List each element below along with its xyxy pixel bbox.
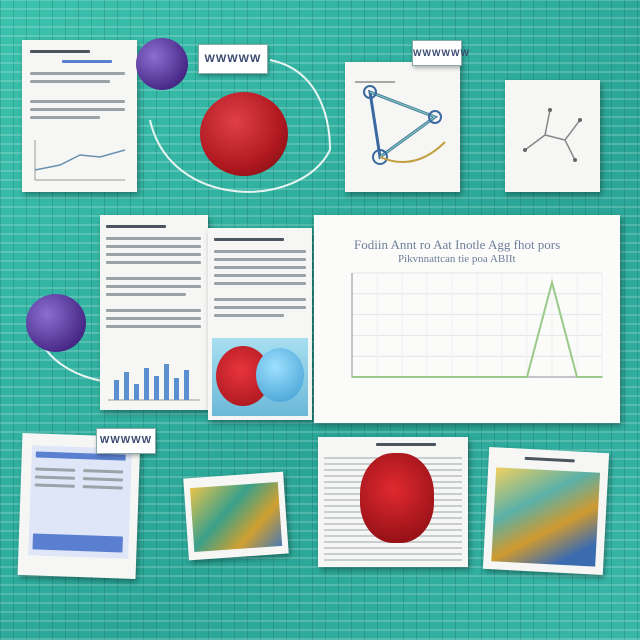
map-image xyxy=(189,482,283,552)
map-image-right xyxy=(491,467,601,567)
blue-circle xyxy=(256,348,304,402)
map-card-right xyxy=(482,446,610,576)
data-point xyxy=(551,281,553,284)
document-middle-center xyxy=(208,228,312,420)
data-point xyxy=(526,376,528,378)
data-point xyxy=(376,376,378,378)
red-cell-orb xyxy=(200,92,288,176)
document-mini-chart xyxy=(34,140,126,181)
pathway-diagram xyxy=(355,81,446,165)
line-chart xyxy=(351,272,603,378)
data-point xyxy=(476,376,478,378)
document-bottom-left xyxy=(17,432,141,580)
data-point xyxy=(426,376,428,378)
data-point xyxy=(351,376,353,378)
data-point xyxy=(401,376,403,378)
tag-bottom-left: WWWWW xyxy=(96,428,156,454)
document-bar-chart xyxy=(108,364,200,401)
document-top-left xyxy=(22,40,137,192)
purple-cell-orb xyxy=(136,38,188,90)
tag-top: WWWWW xyxy=(198,44,268,74)
red-textured-orb xyxy=(360,453,434,543)
venn-image xyxy=(212,338,308,416)
chart-title: Fodiin Annt ro Aat Inotle Agg fhot pors xyxy=(354,237,561,252)
data-point xyxy=(601,376,603,378)
chart-subtitle: Pikvnnattcan tie poa ABIIt xyxy=(398,253,516,265)
document-red-orb xyxy=(318,437,468,567)
map-card-left xyxy=(183,471,289,561)
data-point xyxy=(451,376,453,378)
document-top-right xyxy=(505,80,600,192)
document-middle-left xyxy=(100,215,208,410)
purple-cell-orb-left xyxy=(26,294,86,352)
main-chart-panel: Fodiin Annt ro Aat Inotle Agg fhot pors … xyxy=(314,215,620,423)
document-diagram xyxy=(345,62,460,192)
data-point xyxy=(576,376,578,378)
tag-top-right: WWWWWW xyxy=(412,40,469,66)
data-point xyxy=(501,376,503,378)
branch-diagram xyxy=(523,108,582,162)
